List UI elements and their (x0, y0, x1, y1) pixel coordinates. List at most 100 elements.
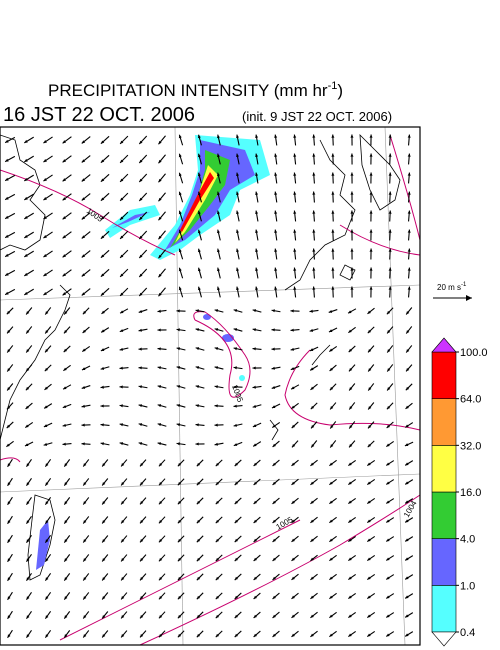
wind-arrowhead (293, 267, 297, 271)
wind-arrowhead (157, 366, 161, 370)
wind-arrowhead (140, 577, 144, 581)
wind-arrowhead (406, 330, 410, 334)
wind-arrowhead (81, 178, 86, 182)
wind-arrowhead (274, 134, 278, 138)
wind-arrowhead (139, 216, 143, 221)
wind-arrowhead (312, 286, 316, 290)
wind-arrowhead (140, 634, 144, 638)
wind-arrowhead (388, 248, 392, 252)
wind-arrowhead (100, 159, 105, 163)
wind-arrowhead (26, 368, 30, 372)
wind-arrowhead (386, 481, 390, 485)
wind-arrowhead (177, 481, 182, 486)
wind-arrowhead (195, 328, 200, 332)
wind-arrowhead (350, 210, 354, 214)
wind-arrowhead (236, 248, 240, 253)
wind-arrowhead (236, 153, 240, 158)
wind-arrowhead (272, 633, 276, 637)
wind-arrowhead (64, 596, 68, 600)
wind-arrowhead (271, 405, 276, 409)
precip-area (180, 172, 214, 232)
wind-arrowhead (215, 576, 220, 581)
wind-arrowhead (45, 596, 49, 600)
wind-arrowhead (349, 387, 353, 391)
wind-arrowhead (407, 191, 411, 195)
wind-arrowhead (24, 443, 29, 447)
wind-arrowhead (197, 153, 201, 158)
colorbar-segment (431, 445, 457, 493)
wind-arrowhead (119, 366, 123, 370)
wind-arrowhead (176, 366, 181, 370)
precip-area (239, 375, 245, 381)
wind-arrowhead (100, 442, 104, 446)
wind-arrowhead (25, 386, 30, 391)
wind-arrowhead (236, 267, 240, 272)
wind-arrowhead (215, 462, 220, 467)
wind-arrowhead (310, 462, 314, 466)
colorbar-label: 100.0 (460, 347, 488, 359)
wind-arrowhead (139, 140, 143, 145)
wind-arrowhead (291, 386, 295, 390)
wind-arrowhead (62, 292, 67, 296)
isobar (0, 457, 21, 463)
colorbar-label: 32.0 (460, 440, 481, 452)
wind-arrowhead (196, 538, 201, 543)
wind-arrowhead (81, 292, 86, 296)
wind-arrowhead (121, 482, 125, 486)
wind-arrowhead (407, 229, 411, 233)
wind-arrowhead (43, 159, 47, 163)
wind-arrowhead (121, 520, 125, 524)
wind-arrowhead (64, 463, 68, 467)
wind-arrowhead (350, 153, 354, 157)
wind-arrowhead (310, 519, 314, 523)
wind-arrowhead (274, 248, 278, 252)
wind-arrowhead (81, 442, 85, 446)
wind-arrowhead (100, 178, 105, 182)
wind-arrowhead (331, 191, 335, 195)
wind-arrowhead (387, 349, 391, 353)
wind-arrowhead (291, 424, 296, 429)
wind-arrowhead (64, 634, 68, 638)
wind-arrowhead (5, 253, 9, 257)
wind-arrowhead (293, 134, 297, 138)
wind-arrowhead (24, 291, 28, 295)
wind-arrowhead (388, 191, 392, 195)
wind-arrowhead (290, 367, 295, 370)
wind-arrowhead (367, 595, 371, 599)
wind-arrowhead (178, 153, 182, 158)
wind-arrowhead (102, 501, 106, 505)
wind-arrowhead (83, 558, 87, 562)
wind-arrowhead (45, 349, 49, 353)
wind-arrowhead (62, 273, 67, 277)
wind-arrowhead (271, 347, 275, 351)
wind-arrowhead (253, 538, 257, 542)
wind-arrowhead (252, 328, 256, 332)
wind-arrowhead (83, 482, 87, 486)
wind-arrowhead (405, 405, 409, 409)
coastline (0, 284, 71, 441)
wind-arrowhead (177, 633, 182, 638)
isobar (139, 494, 421, 646)
wind-arrowhead (26, 349, 30, 353)
wind-arrowhead (138, 328, 142, 332)
wind-arrowhead (233, 328, 238, 332)
wind-arrowhead (253, 633, 257, 637)
wind-arrowhead (44, 386, 48, 390)
wind-arrowhead (214, 366, 219, 370)
wind-arrowhead (331, 153, 335, 157)
wind-arrowhead (311, 425, 315, 429)
wind-arrowhead (26, 501, 30, 505)
wind-arrowhead (386, 576, 390, 580)
wind-arrowhead (43, 292, 47, 296)
wind-arrowhead (350, 134, 354, 138)
wind-arrowhead (271, 309, 275, 313)
wind-arrowhead (386, 310, 391, 315)
wind-arrowhead (407, 134, 411, 138)
wind-arrowhead (7, 558, 11, 562)
wind-arrowhead (196, 595, 201, 600)
wind-arrowhead (121, 615, 125, 619)
isobar (389, 134, 421, 241)
wind-arrowhead (290, 347, 295, 351)
wind-arrowhead (386, 595, 390, 599)
wind-arrowhead (349, 406, 353, 410)
